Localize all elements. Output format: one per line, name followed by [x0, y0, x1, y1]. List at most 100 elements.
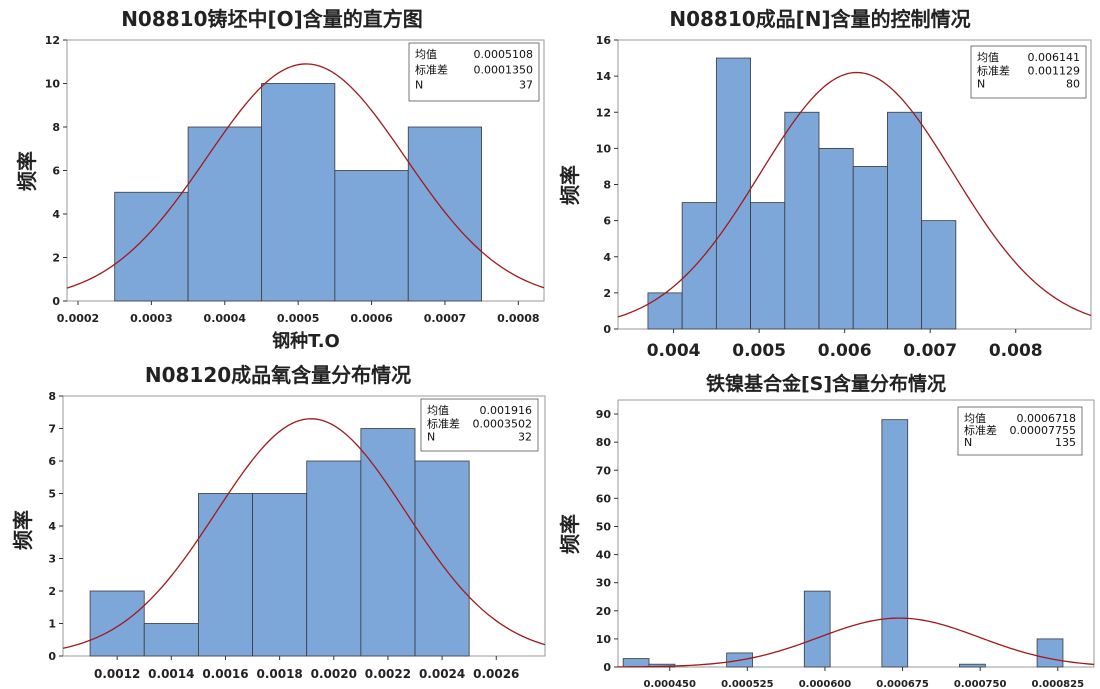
y-tick-label: 6 — [48, 455, 56, 468]
stats-label: N — [415, 79, 423, 92]
histogram-bar — [681, 202, 717, 330]
x-tick-label: 0.000450 — [643, 679, 696, 689]
x-tick-label: 0.000750 — [954, 679, 1007, 689]
stats-box — [970, 45, 1087, 99]
y-tick-label: 3 — [48, 553, 56, 566]
y-tick-label: 30 — [596, 577, 612, 590]
histogram-bar — [959, 663, 986, 668]
y-tick-label: 2 — [52, 252, 60, 265]
histogram-bar — [306, 460, 362, 657]
stats-box — [957, 406, 1083, 456]
y-tick-label: 4 — [52, 208, 60, 221]
chart-title: 铁镍基合金[S]含量分布情况 — [706, 372, 946, 395]
y-tick-label: 16 — [596, 34, 612, 47]
y-tick-label: 8 — [48, 390, 56, 403]
stats-label: 标准差 — [977, 63, 1010, 77]
x-tick-label: 0.005 — [732, 341, 786, 361]
y-axis-label: 频率 — [15, 151, 39, 191]
x-tick-label: 0.000675 — [876, 679, 929, 689]
stats-label: N — [427, 431, 435, 444]
y-tick-label: 90 — [596, 408, 612, 421]
histogram-bar — [750, 202, 786, 330]
stats-label: N — [977, 78, 985, 91]
y-tick-label: 2 — [603, 287, 611, 300]
histogram-bar — [622, 658, 650, 668]
y-tick-label: 8 — [603, 179, 611, 192]
y-tick-label: 4 — [603, 251, 611, 264]
x-tick-label: 0.0004 — [204, 312, 247, 325]
x-tick-label: 0.0014 — [148, 667, 194, 681]
histogram-bar — [197, 493, 253, 657]
histogram-bar — [921, 220, 957, 330]
normal-fit-curve — [66, 63, 545, 289]
stats-label: N — [964, 436, 972, 449]
histogram-bar — [887, 111, 923, 330]
stats-label: 均值 — [977, 51, 999, 64]
histogram-bar — [360, 428, 416, 657]
stats-value: 0.0001350 — [474, 63, 534, 76]
chart-title: N08810铸坯中[O]含量的直方图 — [121, 7, 423, 31]
x-tick-label: 0.0002 — [57, 312, 99, 325]
histogram-bar — [881, 419, 909, 668]
y-tick-label: 10 — [596, 142, 612, 155]
histogram-bar — [407, 126, 483, 302]
histogram-bar — [784, 111, 820, 330]
x-tick-label: 0.0012 — [94, 667, 140, 681]
x-tick-label: 0.0007 — [424, 312, 466, 325]
normal-fit-curve — [617, 71, 1092, 318]
y-tick-label: 0 — [52, 295, 60, 308]
stats-value: 0.0003502 — [473, 417, 533, 430]
stats-box — [408, 42, 540, 102]
x-tick-label: 0.0024 — [419, 667, 465, 681]
stats-label: 标准差 — [964, 423, 997, 437]
y-tick-label: 70 — [596, 464, 612, 477]
y-tick-label: 10 — [596, 633, 612, 646]
x-tick-label: 0.0018 — [256, 667, 302, 681]
stats-label: 标准差 — [415, 62, 448, 76]
x-tick-label: 0.006 — [818, 341, 872, 361]
x-tick-label: 0.0016 — [202, 667, 248, 681]
histogram-bar — [143, 623, 199, 657]
y-tick-label: 8 — [52, 121, 60, 134]
histogram-bar — [89, 590, 145, 657]
x-tick-label: 0.0008 — [497, 312, 539, 325]
chart-title: N08120成品氧含量分布情况 — [145, 363, 411, 387]
stats-label: 均值 — [427, 404, 449, 417]
histogram-bar — [818, 147, 854, 330]
x-tick-label: 0.007 — [903, 341, 957, 361]
y-axis-label: 频率 — [558, 514, 582, 554]
stats-label: 均值 — [964, 412, 986, 425]
x-tick-label: 0.000825 — [1032, 679, 1085, 689]
stats-value: 0.001916 — [480, 404, 533, 417]
stats-value: 0.00007755 — [1010, 424, 1076, 437]
x-tick-label: 0.0026 — [473, 667, 519, 681]
stats-value: 32 — [518, 431, 532, 444]
histogram-bar — [187, 126, 262, 302]
histogram-bar — [252, 493, 308, 657]
histogram-bar — [852, 166, 888, 330]
x-tick-label: 0.008 — [989, 341, 1043, 361]
y-axis-label: 频率 — [11, 510, 35, 550]
stats-label: 标准差 — [427, 416, 460, 430]
x-tick-label: 0.004 — [647, 341, 701, 361]
stats-label: 均值 — [415, 48, 437, 61]
stats-value: 0.006141 — [1028, 51, 1081, 64]
histogram-bar — [334, 170, 409, 302]
y-tick-label: 14 — [596, 70, 612, 83]
x-tick-label: 0.000525 — [721, 679, 774, 689]
x-tick-label: 0.0003 — [130, 312, 172, 325]
y-tick-label: 6 — [603, 215, 611, 228]
normal-fit-curve — [62, 418, 546, 649]
x-tick-label: 0.0005 — [277, 312, 319, 325]
y-tick-label: 20 — [596, 605, 612, 618]
chart-title: N08810成品[N]含量的控制情况 — [669, 7, 970, 31]
y-tick-label: 40 — [596, 549, 612, 562]
y-tick-label: 7 — [48, 423, 56, 436]
y-tick-label: 2 — [48, 585, 56, 598]
y-tick-label: 0 — [603, 323, 611, 336]
y-tick-label: 4 — [48, 520, 56, 533]
